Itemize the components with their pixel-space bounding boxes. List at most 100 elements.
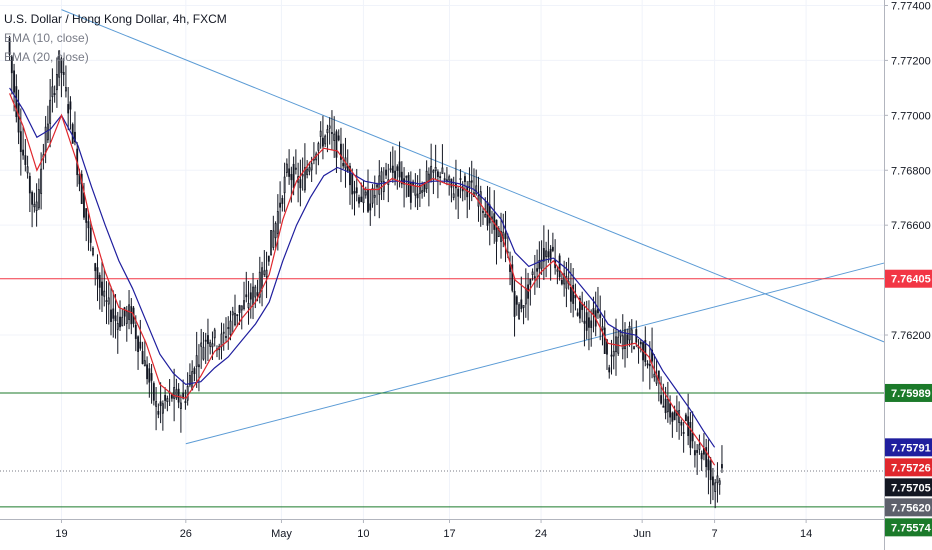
candle-body bbox=[464, 176, 466, 183]
candle-body bbox=[335, 131, 338, 158]
candle-body bbox=[373, 194, 376, 198]
x-tick-label: May bbox=[271, 528, 292, 540]
candle-body bbox=[590, 320, 593, 328]
candle-body bbox=[222, 331, 225, 334]
candle-body bbox=[504, 233, 507, 239]
candle-body bbox=[317, 143, 320, 151]
candle-body bbox=[110, 309, 112, 323]
candle-body bbox=[112, 308, 115, 319]
price-badge bbox=[885, 478, 932, 497]
candle-body bbox=[51, 86, 54, 98]
candle-body bbox=[538, 259, 541, 270]
candle-body bbox=[691, 432, 694, 442]
candle-body bbox=[198, 364, 200, 368]
candle-body bbox=[121, 316, 124, 327]
candle-body bbox=[193, 368, 196, 375]
candle-body bbox=[716, 475, 719, 484]
candle-body bbox=[182, 392, 185, 399]
candle-body bbox=[13, 70, 16, 93]
candle-body bbox=[22, 149, 25, 156]
price-axis[interactable]: 7.77400 7.77200 7.77000 7.76800 7.76600 7.762… bbox=[884, 0, 931, 550]
candle-body bbox=[565, 276, 568, 289]
x-tick-label: 14 bbox=[800, 528, 812, 540]
candle-body bbox=[119, 316, 121, 328]
price-badge-label: 7.75726 bbox=[891, 462, 931, 474]
candle-body bbox=[391, 165, 394, 173]
time-axis[interactable]: 19 26 May 10 17 24 Jun 7 14 bbox=[0, 519, 932, 540]
candle-body bbox=[515, 296, 518, 305]
candle-body bbox=[202, 346, 205, 360]
candle-body bbox=[389, 168, 392, 171]
x-tick-label: 24 bbox=[535, 528, 547, 540]
candle-body bbox=[123, 307, 126, 317]
candle-body bbox=[367, 189, 369, 212]
candle-body bbox=[89, 227, 92, 243]
candle-body bbox=[170, 394, 173, 399]
candle-body bbox=[267, 255, 270, 262]
candle-body bbox=[46, 123, 49, 141]
horizontal-levels[interactable] bbox=[0, 278, 884, 508]
candle-body bbox=[148, 368, 151, 383]
candle-body bbox=[653, 373, 656, 378]
ema10-label[interactable]: EMA (10, close) bbox=[4, 31, 89, 45]
x-tick-label: 26 bbox=[180, 528, 192, 540]
candle-body bbox=[17, 103, 20, 133]
candle-body bbox=[225, 336, 227, 338]
candle-body bbox=[195, 355, 198, 367]
candle-body bbox=[28, 175, 31, 194]
candle-body bbox=[542, 247, 545, 262]
candle-body bbox=[294, 167, 297, 170]
candle-body bbox=[58, 50, 61, 78]
candle-body bbox=[258, 271, 261, 298]
candle-body bbox=[24, 155, 27, 165]
candle-body bbox=[141, 351, 144, 365]
candle-body bbox=[247, 302, 250, 309]
candle-body bbox=[256, 292, 259, 296]
candle-body bbox=[355, 187, 358, 194]
trendline-descending bbox=[61, 9, 885, 343]
candle-body bbox=[382, 181, 385, 193]
candle-body bbox=[155, 401, 158, 407]
candle-body bbox=[134, 324, 137, 339]
candle-body bbox=[414, 186, 417, 196]
candle-body bbox=[342, 163, 345, 167]
candle-body bbox=[92, 247, 94, 256]
candle-body bbox=[376, 184, 378, 188]
candle-body bbox=[574, 294, 577, 299]
chart-title[interactable]: U.S. Dollar / Hong Kong Dollar, 4h, FXCM bbox=[4, 12, 227, 26]
candle-body bbox=[644, 340, 647, 363]
candle-body bbox=[603, 327, 606, 354]
candle-body bbox=[301, 174, 304, 177]
candle-body bbox=[285, 163, 288, 173]
candle-body bbox=[8, 38, 11, 55]
y-tick-label: 7.77200 bbox=[891, 55, 931, 67]
candle-body bbox=[398, 161, 401, 178]
trendlines[interactable] bbox=[61, 9, 885, 445]
candle-body bbox=[261, 267, 263, 289]
candle-body bbox=[331, 132, 333, 134]
candle-body bbox=[484, 214, 487, 218]
candle-body bbox=[152, 383, 155, 401]
candle-body bbox=[612, 350, 615, 357]
candle-body bbox=[583, 320, 586, 324]
price-badge-label: 7.75620 bbox=[891, 502, 931, 514]
candle-body bbox=[290, 174, 293, 181]
candle-body bbox=[94, 263, 97, 272]
candle-body bbox=[37, 189, 40, 209]
candle-body bbox=[333, 133, 336, 141]
candle-body bbox=[664, 398, 667, 414]
candle-body bbox=[475, 185, 478, 195]
candle-body bbox=[524, 287, 527, 305]
candle-body bbox=[547, 251, 550, 258]
price-badge-label: 7.75989 bbox=[891, 388, 931, 400]
candle-body bbox=[682, 432, 685, 434]
ema20-label[interactable]: EMA (20, close) bbox=[4, 50, 89, 64]
candle-body bbox=[409, 182, 412, 203]
candle-body bbox=[718, 480, 721, 485]
candle-body bbox=[421, 190, 424, 193]
candle-body bbox=[407, 174, 410, 197]
candle-body bbox=[188, 375, 191, 386]
candle-body bbox=[689, 422, 692, 448]
candle-body bbox=[15, 86, 18, 118]
